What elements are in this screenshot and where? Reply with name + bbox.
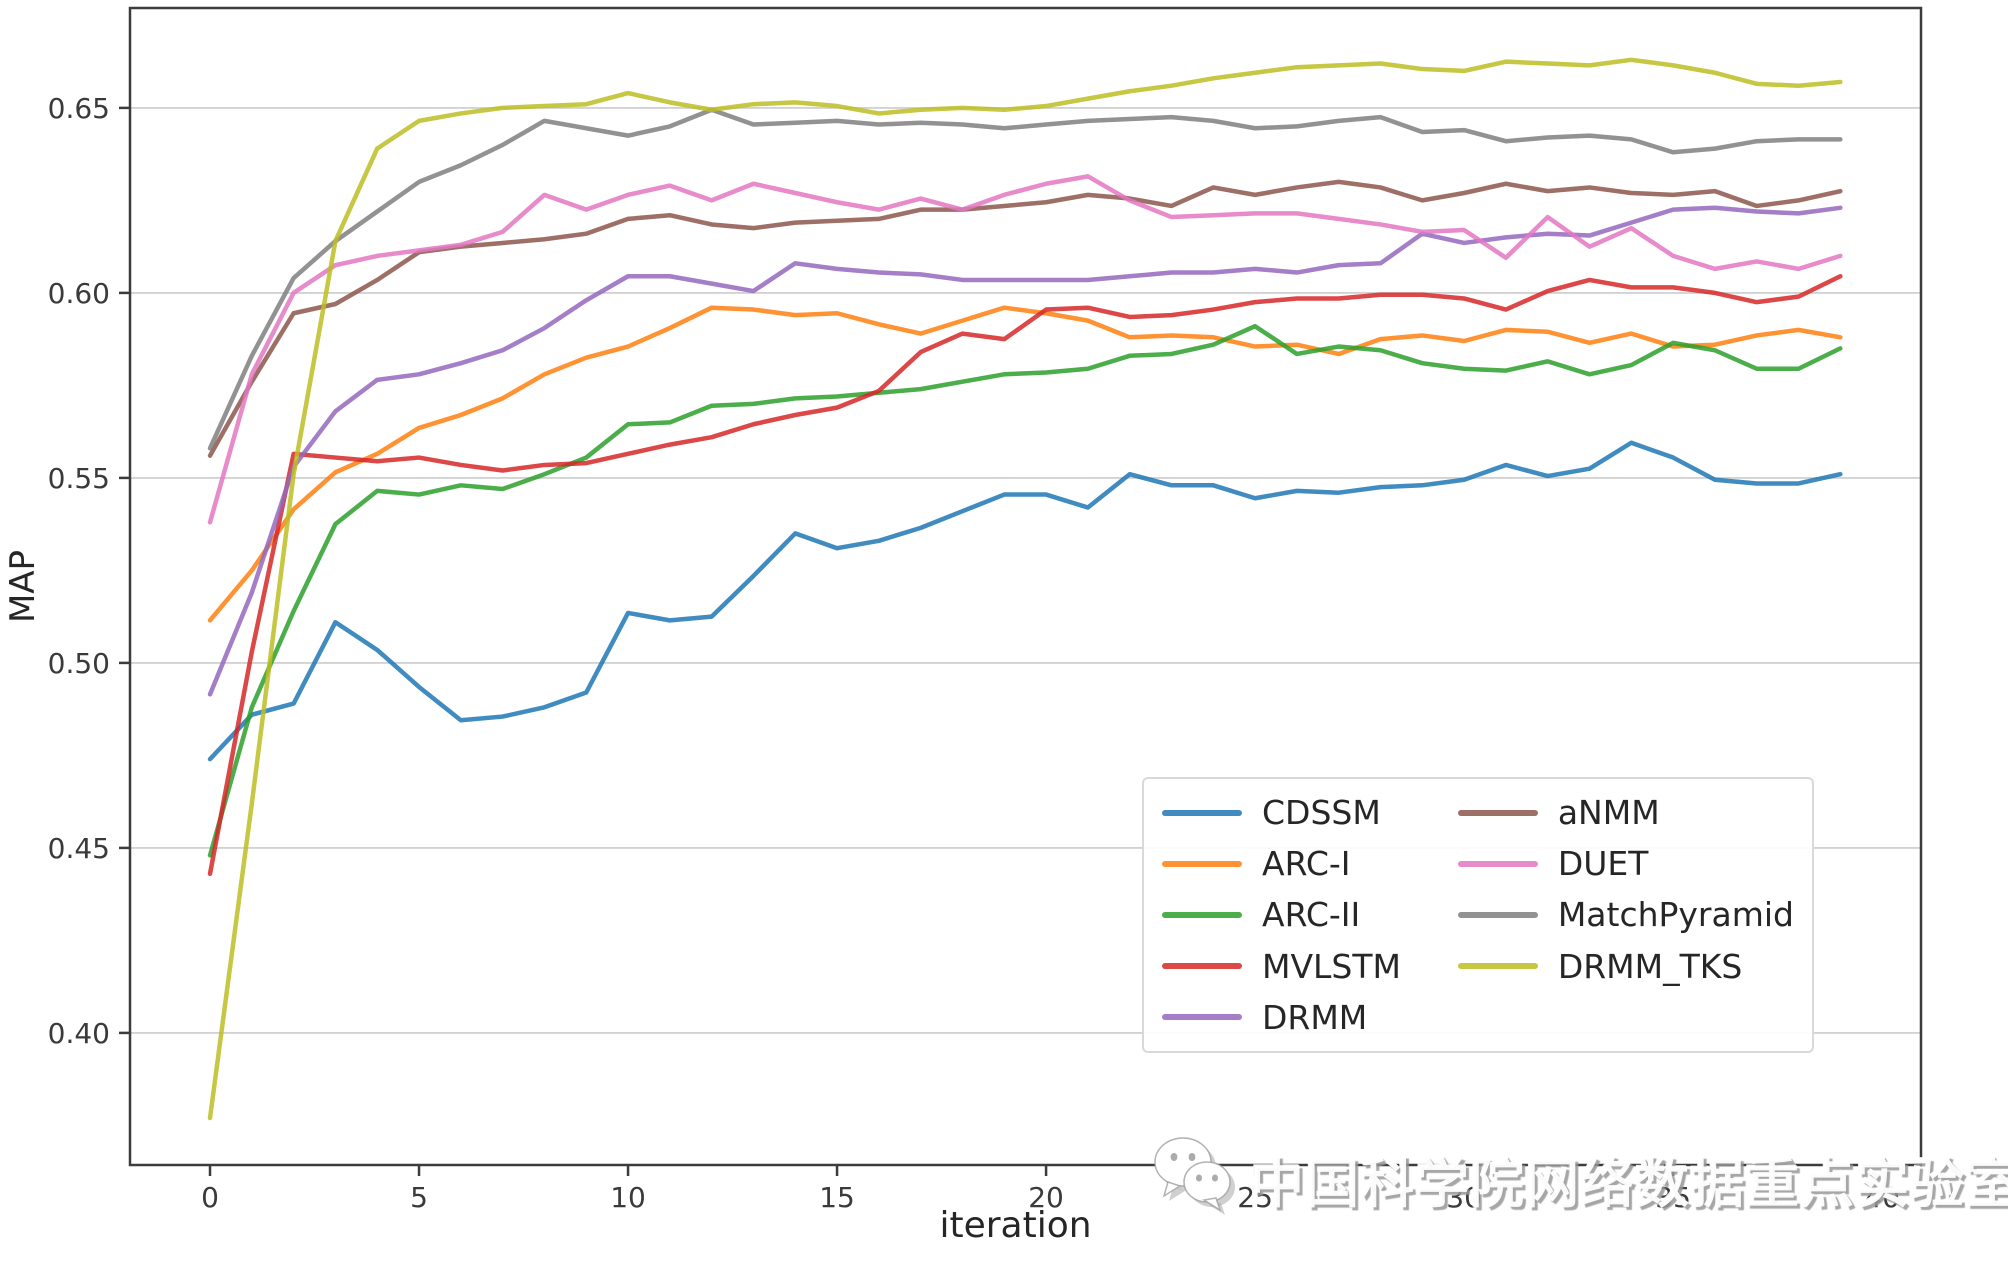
legend-label: ARC-II bbox=[1262, 895, 1361, 935]
legend: CDSSM ARC-I ARC-II MVLSTM DRMM aNMM DUET MatchP… bbox=[1142, 777, 1814, 1053]
legend-entry-ARC-I: ARC-I bbox=[1162, 838, 1458, 889]
legend-swatch-CDSSM bbox=[1162, 809, 1242, 816]
legend-label: ARC-I bbox=[1262, 844, 1351, 884]
plot-border bbox=[128, 6, 1923, 1167]
legend-entry-DRMM: DRMM bbox=[1162, 992, 1458, 1043]
y-tick-label: 0.50 bbox=[48, 647, 110, 680]
legend-label: MatchPyramid bbox=[1557, 895, 1794, 935]
legend-label: aNMM bbox=[1557, 793, 1660, 833]
series-line-MatchPyramid bbox=[207, 107, 1843, 451]
y-tick-label: 0.60 bbox=[48, 277, 110, 310]
x-tick-label: 25 bbox=[1237, 1181, 1273, 1214]
series-line-aNMM bbox=[207, 179, 1843, 458]
y-tick-label: 0.65 bbox=[48, 92, 110, 125]
legend-swatch-MVLSTM bbox=[1162, 963, 1242, 970]
legend-swatch-DRMM_TKS bbox=[1457, 963, 1538, 970]
x-tick-label: 20 bbox=[1028, 1181, 1064, 1214]
series-line-MVLSTM bbox=[207, 274, 1843, 877]
legend-swatch-ARC-II bbox=[1162, 911, 1242, 918]
series-line-CDSSM bbox=[207, 440, 1843, 762]
y-tick-label: 0.45 bbox=[48, 832, 110, 865]
legend-entry-ARC-II: ARC-II bbox=[1162, 889, 1458, 940]
x-tick-label: 15 bbox=[819, 1181, 855, 1214]
series-line-DRMM bbox=[207, 205, 1843, 697]
legend-label: DRMM_TKS bbox=[1557, 946, 1743, 986]
legend-swatch-aNMM bbox=[1457, 809, 1538, 816]
legend-entry-DUET: DUET bbox=[1457, 838, 1794, 889]
x-tick-label: 0 bbox=[201, 1181, 219, 1214]
y-tick-label: 0.40 bbox=[48, 1017, 110, 1050]
series-line-DRMM_TKS bbox=[207, 57, 1843, 1121]
y-tick-label: 0.55 bbox=[48, 462, 110, 495]
legend-entry-aNMM: aNMM bbox=[1457, 787, 1794, 838]
series-line-ARC-I bbox=[207, 305, 1843, 623]
series-line-DUET bbox=[207, 174, 1843, 525]
series-line-ARC-II bbox=[207, 323, 1843, 858]
x-tick-label: 30 bbox=[1446, 1181, 1482, 1214]
legend-label: CDSSM bbox=[1262, 793, 1381, 833]
x-tick-label: 5 bbox=[410, 1181, 428, 1214]
legend-swatch-ARC-I bbox=[1162, 860, 1242, 867]
legend-label: DRMM bbox=[1262, 997, 1368, 1037]
x-axis-label: iteration bbox=[939, 1205, 1091, 1246]
legend-swatch-DUET bbox=[1457, 860, 1538, 867]
legend-entry-MatchPyramid: MatchPyramid bbox=[1457, 889, 1794, 940]
legend-label: MVLSTM bbox=[1262, 946, 1402, 986]
legend-label: DUET bbox=[1557, 844, 1649, 884]
legend-swatch-DRMM bbox=[1162, 1014, 1242, 1021]
legend-entry-DRMM_TKS: DRMM_TKS bbox=[1457, 941, 1794, 992]
y-axis-label: MAP bbox=[3, 550, 43, 623]
x-tick-label: 40 bbox=[1864, 1181, 1900, 1214]
legend-entry-MVLSTM: MVLSTM bbox=[1162, 941, 1458, 992]
legend-swatch-MatchPyramid bbox=[1457, 911, 1538, 918]
x-tick-label: 10 bbox=[610, 1181, 646, 1214]
x-tick-label: 35 bbox=[1655, 1181, 1691, 1214]
legend-entry-CDSSM: CDSSM bbox=[1162, 787, 1458, 838]
